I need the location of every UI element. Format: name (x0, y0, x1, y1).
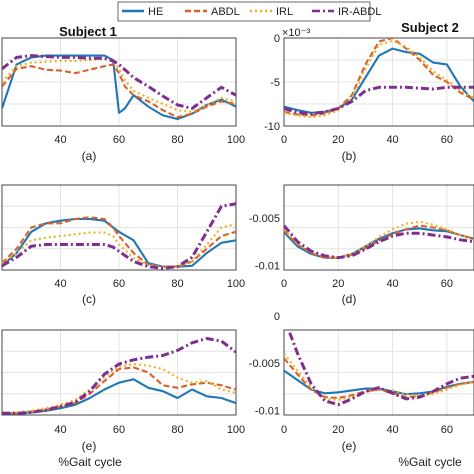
series-line-he (2, 54, 236, 121)
panel-1: 40 60 80 100 (a) (1, 37, 245, 163)
column-title-subject-2: Subject 2 (401, 20, 459, 35)
axes-frame (283, 329, 474, 416)
x-tick-label: 60 (113, 134, 125, 146)
x-tick-label: 40 (386, 424, 398, 436)
x-tick-label: 0 (281, 278, 287, 290)
exponent-label: ×10⁻³ (282, 27, 310, 39)
y-tick-label: -0.01 (255, 405, 280, 417)
x-tick-label: 60 (441, 134, 453, 146)
panel-label: (e) (82, 439, 97, 453)
series-line-irl (284, 220, 474, 259)
x-tick-label: 80 (171, 424, 183, 436)
series-line-ir-abdl (287, 330, 474, 407)
x-tick-label: 100 (227, 134, 245, 146)
panel-2: 0 20 40 60 0 -5 -10 (b) (264, 33, 474, 163)
x-axis-label-right: %Gait cycle (398, 455, 462, 469)
series-line-ir-abdl (2, 54, 236, 110)
series-line-irl (2, 362, 236, 414)
series-line-abdl (284, 38, 474, 117)
y-tick-label: -0.01 (255, 260, 280, 272)
legend-label-ir-abdl: IR-ABDL (338, 6, 381, 18)
series-line-ir-abdl (2, 337, 236, 415)
series-line-ir-abdl (284, 85, 474, 116)
x-tick-label: 60 (441, 278, 453, 290)
series-line-abdl (2, 216, 236, 268)
panel-label: (e) (342, 439, 357, 453)
x-tick-label: 60 (113, 278, 125, 290)
x-tick-label: 100 (227, 424, 245, 436)
panel-label: (a) (82, 149, 97, 163)
legend-label-irl: IRL (276, 6, 293, 18)
x-tick-label: 40 (54, 134, 66, 146)
series-line-ir-abdl (2, 202, 236, 270)
y-tick-label: -0.005 (249, 358, 280, 370)
axes-frame (1, 184, 237, 271)
x-tick-label: 80 (171, 134, 183, 146)
x-tick-label: 40 (386, 278, 398, 290)
panel-label: (b) (342, 149, 357, 163)
series-line-irl (2, 58, 236, 113)
x-tick-label: 20 (332, 134, 344, 146)
panel-6: 0 20 40 60 0 -0.005 -0.01 (e) (249, 311, 474, 453)
series-line-abdl (284, 357, 474, 400)
y-tick-label: 0 (274, 311, 280, 323)
series-line-abdl (2, 63, 236, 119)
legend: HE ABDL IRL IR-ABDL (117, 1, 381, 22)
legend-label-abdl: ABDL (211, 6, 240, 18)
y-tick-label: 0 (274, 33, 280, 45)
x-tick-label: 40 (54, 424, 66, 436)
x-axis-label-left: %Gait cycle (58, 455, 122, 469)
panel-4: 0 20 40 60 -0.005 -0.01 (d) (249, 184, 474, 306)
x-tick-label: 100 (227, 278, 245, 290)
x-tick-label: 40 (386, 134, 398, 146)
x-tick-label: 20 (332, 278, 344, 290)
x-tick-label: 60 (113, 424, 125, 436)
panel-label: (c) (82, 292, 96, 306)
series-line-he (284, 369, 474, 396)
x-tick-label: 60 (441, 424, 453, 436)
x-tick-label: 80 (171, 278, 183, 290)
series-line-irl (284, 39, 474, 119)
x-tick-label: 0 (281, 134, 287, 146)
series-line-irl (2, 223, 236, 269)
x-tick-label: 0 (281, 424, 287, 436)
y-tick-label: -10 (264, 121, 280, 133)
legend-box (117, 1, 371, 22)
axes-frame (283, 37, 474, 127)
legend-label-he: HE (148, 6, 163, 18)
panel-5: 40 60 80 100 (e) (1, 329, 245, 453)
x-tick-label: 40 (54, 278, 66, 290)
y-tick-label: -0.005 (249, 213, 280, 225)
x-tick-label: 20 (332, 424, 344, 436)
series-line-irl (284, 352, 474, 401)
panel-label: (d) (342, 292, 357, 306)
y-tick-label: -5 (270, 77, 280, 89)
column-title-subject-1: Subject 1 (59, 24, 117, 39)
panel-3: 40 60 80 100 (c) (1, 184, 245, 306)
axes-frame (1, 329, 237, 416)
